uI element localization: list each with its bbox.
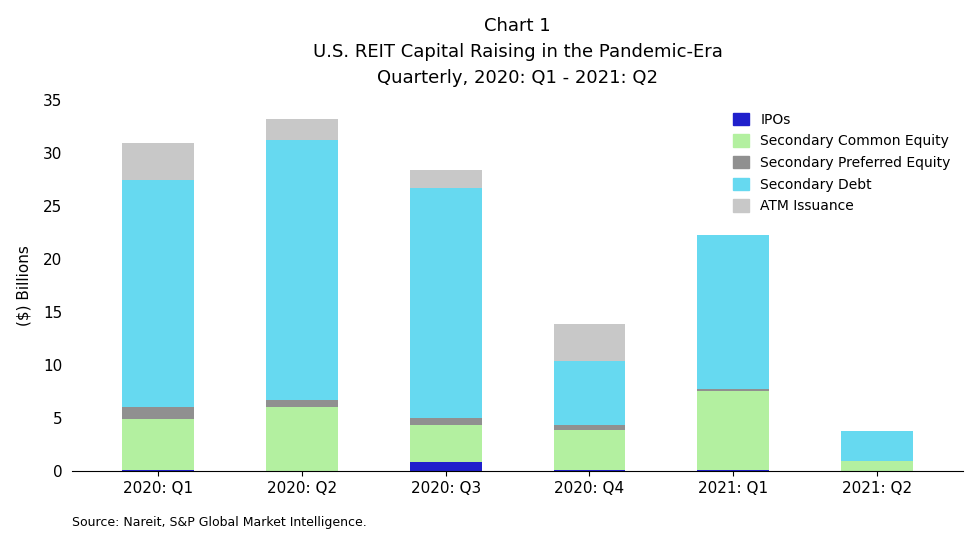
Bar <box>554 324 625 361</box>
Bar <box>410 463 481 471</box>
Bar <box>266 407 338 471</box>
Bar <box>698 235 769 389</box>
Bar <box>554 470 625 471</box>
Bar <box>410 425 481 463</box>
Bar <box>841 461 913 471</box>
Legend: IPOs, Secondary Common Equity, Secondary Preferred Equity, Secondary Debt, ATM I: IPOs, Secondary Common Equity, Secondary… <box>727 107 956 219</box>
Bar <box>698 470 769 471</box>
Bar <box>122 407 194 420</box>
Bar <box>841 431 913 461</box>
Bar <box>410 418 481 425</box>
Title: Chart 1
U.S. REIT Capital Raising in the Pandemic-Era
Quarterly, 2020: Q1 - 2021: Chart 1 U.S. REIT Capital Raising in the… <box>313 17 722 87</box>
Bar <box>698 391 769 470</box>
Bar <box>266 140 338 400</box>
Bar <box>122 470 194 471</box>
Bar <box>554 424 625 430</box>
Bar <box>554 430 625 470</box>
Bar <box>122 179 194 407</box>
Text: Source: Nareit, S&P Global Market Intelligence.: Source: Nareit, S&P Global Market Intell… <box>72 516 367 529</box>
Bar <box>554 361 625 424</box>
Bar <box>122 142 194 179</box>
Bar <box>698 389 769 391</box>
Bar <box>266 400 338 407</box>
Bar <box>410 169 481 188</box>
Bar <box>410 188 481 418</box>
Bar <box>266 119 338 140</box>
Bar <box>122 420 194 470</box>
Y-axis label: ($) Billions: ($) Billions <box>17 245 31 326</box>
